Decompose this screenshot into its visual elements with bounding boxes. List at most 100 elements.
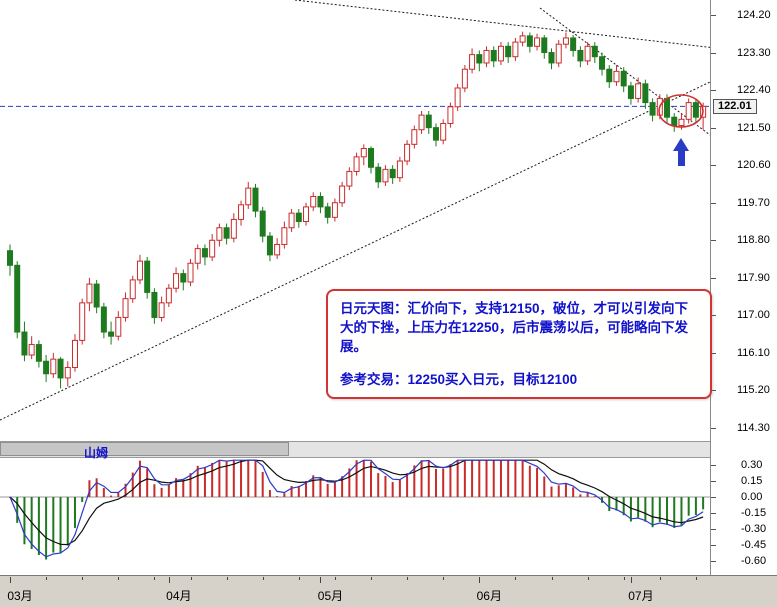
- trendline-descending-resistance: [294, 0, 777, 56]
- candle-down: [57, 358, 64, 379]
- indicator-axis-tick: [711, 529, 716, 530]
- indicator-histogram-bar: [644, 497, 647, 522]
- candle-up: [339, 185, 346, 204]
- indicator-histogram-bar: [247, 460, 250, 497]
- indicator-histogram-bar: [442, 468, 445, 497]
- indicator-histogram-bar: [543, 476, 546, 497]
- candle-down: [505, 45, 512, 58]
- chart-scrollbar[interactable]: [0, 441, 710, 458]
- indicator-histogram-bar: [536, 467, 539, 497]
- candle-down: [317, 195, 324, 208]
- time-axis-minor-tick: [118, 577, 120, 580]
- candle-up: [274, 243, 281, 256]
- candle-down: [259, 210, 266, 237]
- candle-down: [252, 187, 259, 212]
- indicator-axis-tick: [711, 545, 716, 546]
- candle-up: [512, 41, 519, 58]
- candle-up: [86, 283, 93, 304]
- indicator-histogram-bar: [326, 483, 329, 497]
- candle-up: [346, 170, 353, 187]
- candle-down: [375, 166, 382, 183]
- candle-down: [627, 85, 634, 99]
- indicator-tick-label: 0.15: [741, 474, 763, 487]
- price-axis-tick: [711, 277, 716, 279]
- indicator-panel[interactable]: [0, 457, 710, 574]
- candle-up: [129, 279, 136, 300]
- indicator-tick-label: 0.00: [741, 491, 763, 503]
- indicator-histogram-bar: [110, 495, 113, 497]
- indicator-histogram-bar: [702, 497, 705, 510]
- candle-up: [303, 206, 310, 222]
- month-label: 03月: [7, 589, 33, 603]
- indicator-histogram-bar: [463, 460, 466, 497]
- indicator-histogram-bar: [102, 488, 105, 497]
- candle-down: [295, 212, 302, 223]
- time-axis-minor-tick: [515, 577, 517, 580]
- main-chart-area[interactable]: [0, 0, 777, 440]
- indicator-axis-tick: [711, 480, 716, 482]
- indicator-histogram-bar: [88, 480, 91, 497]
- indicator-histogram-bar: [254, 460, 257, 497]
- time-axis-minor-tick: [190, 577, 192, 580]
- price-tick-label: 122.40: [737, 84, 771, 97]
- candle-up: [331, 202, 338, 218]
- time-axis-minor-tick: [587, 577, 589, 580]
- indicator-histogram-bar: [268, 489, 271, 497]
- candle-up: [440, 122, 447, 141]
- indicator-histogram-bar: [305, 481, 308, 497]
- analysis-note-para1: 日元天图：汇价向下，支持12150，破位，才可以引发向下大的下挫，上压力在122…: [340, 301, 689, 354]
- price-axis[interactable]: 124.20 123.30 122.40 121.50 120.60 119.70 118.…: [711, 0, 777, 440]
- indicator-axis-tick: [711, 513, 716, 514]
- price-axis-tick: [711, 165, 716, 167]
- indicator-histogram-bar: [319, 477, 322, 497]
- indicator-histogram-bar: [615, 497, 618, 511]
- indicator-histogram-bar: [514, 460, 517, 497]
- indicator-histogram-bar: [521, 460, 524, 497]
- price-axis-tick: [711, 127, 716, 129]
- time-axis-minor-tick: [154, 577, 156, 580]
- candle-down: [649, 102, 656, 116]
- time-axis-minor-tick: [407, 577, 409, 580]
- indicator-histogram-bar: [398, 479, 401, 497]
- candle-up: [194, 248, 201, 264]
- candle-down: [35, 344, 42, 362]
- analysis-note: 日元天图：汇价向下，支持12150，破位，才可以引发向下大的下挫，上压力在122…: [326, 289, 712, 399]
- candle-up: [310, 195, 317, 208]
- indicator-tick-label: -0.15: [741, 507, 767, 519]
- candle-up: [382, 168, 389, 183]
- indicator-histogram-bar: [23, 497, 26, 545]
- indicator-tick-label: 0.30: [741, 458, 763, 471]
- indicator-histogram-bar: [507, 460, 510, 497]
- month-label: 07月: [628, 589, 654, 603]
- price-tick-label: 118.80: [737, 234, 770, 247]
- indicator-histogram-bar: [131, 472, 134, 497]
- indicator-chart: [0, 459, 710, 560]
- price-axis-tick: [711, 15, 716, 16]
- time-axis-minor-tick: [46, 577, 48, 580]
- indicator-histogram-bar: [694, 497, 697, 516]
- candle-down: [664, 97, 671, 118]
- price-tick-label: 114.30: [737, 422, 770, 434]
- candle-down: [100, 306, 107, 333]
- candle-down: [541, 37, 548, 54]
- current-price-tag: 122.01: [713, 99, 757, 115]
- price-tick-label: 115.20: [737, 384, 770, 397]
- price-tick-label: 119.70: [737, 196, 770, 209]
- candle-up: [534, 37, 541, 47]
- time-axis-month-tick: [320, 577, 322, 583]
- candle-down: [180, 273, 187, 283]
- indicator-histogram-bar: [283, 493, 286, 497]
- scrollbar-thumb[interactable]: [0, 442, 289, 456]
- price-tick-label: 120.60: [737, 159, 771, 172]
- indicator-histogram-bar: [52, 497, 55, 553]
- candle-up: [122, 298, 129, 318]
- indicator-histogram-bar: [232, 460, 235, 497]
- indicator-histogram-bar: [348, 468, 351, 497]
- time-axis-minor-tick: [371, 577, 372, 580]
- time-axis[interactable]: 03月 04月 05月 06月 07月: [0, 575, 777, 607]
- trendline-descending-channel: [539, 7, 777, 186]
- candle-up: [562, 37, 569, 45]
- indicator-name-label: 山姆: [84, 446, 109, 460]
- candle-down: [570, 37, 577, 51]
- indicator-histogram-bar: [138, 460, 141, 497]
